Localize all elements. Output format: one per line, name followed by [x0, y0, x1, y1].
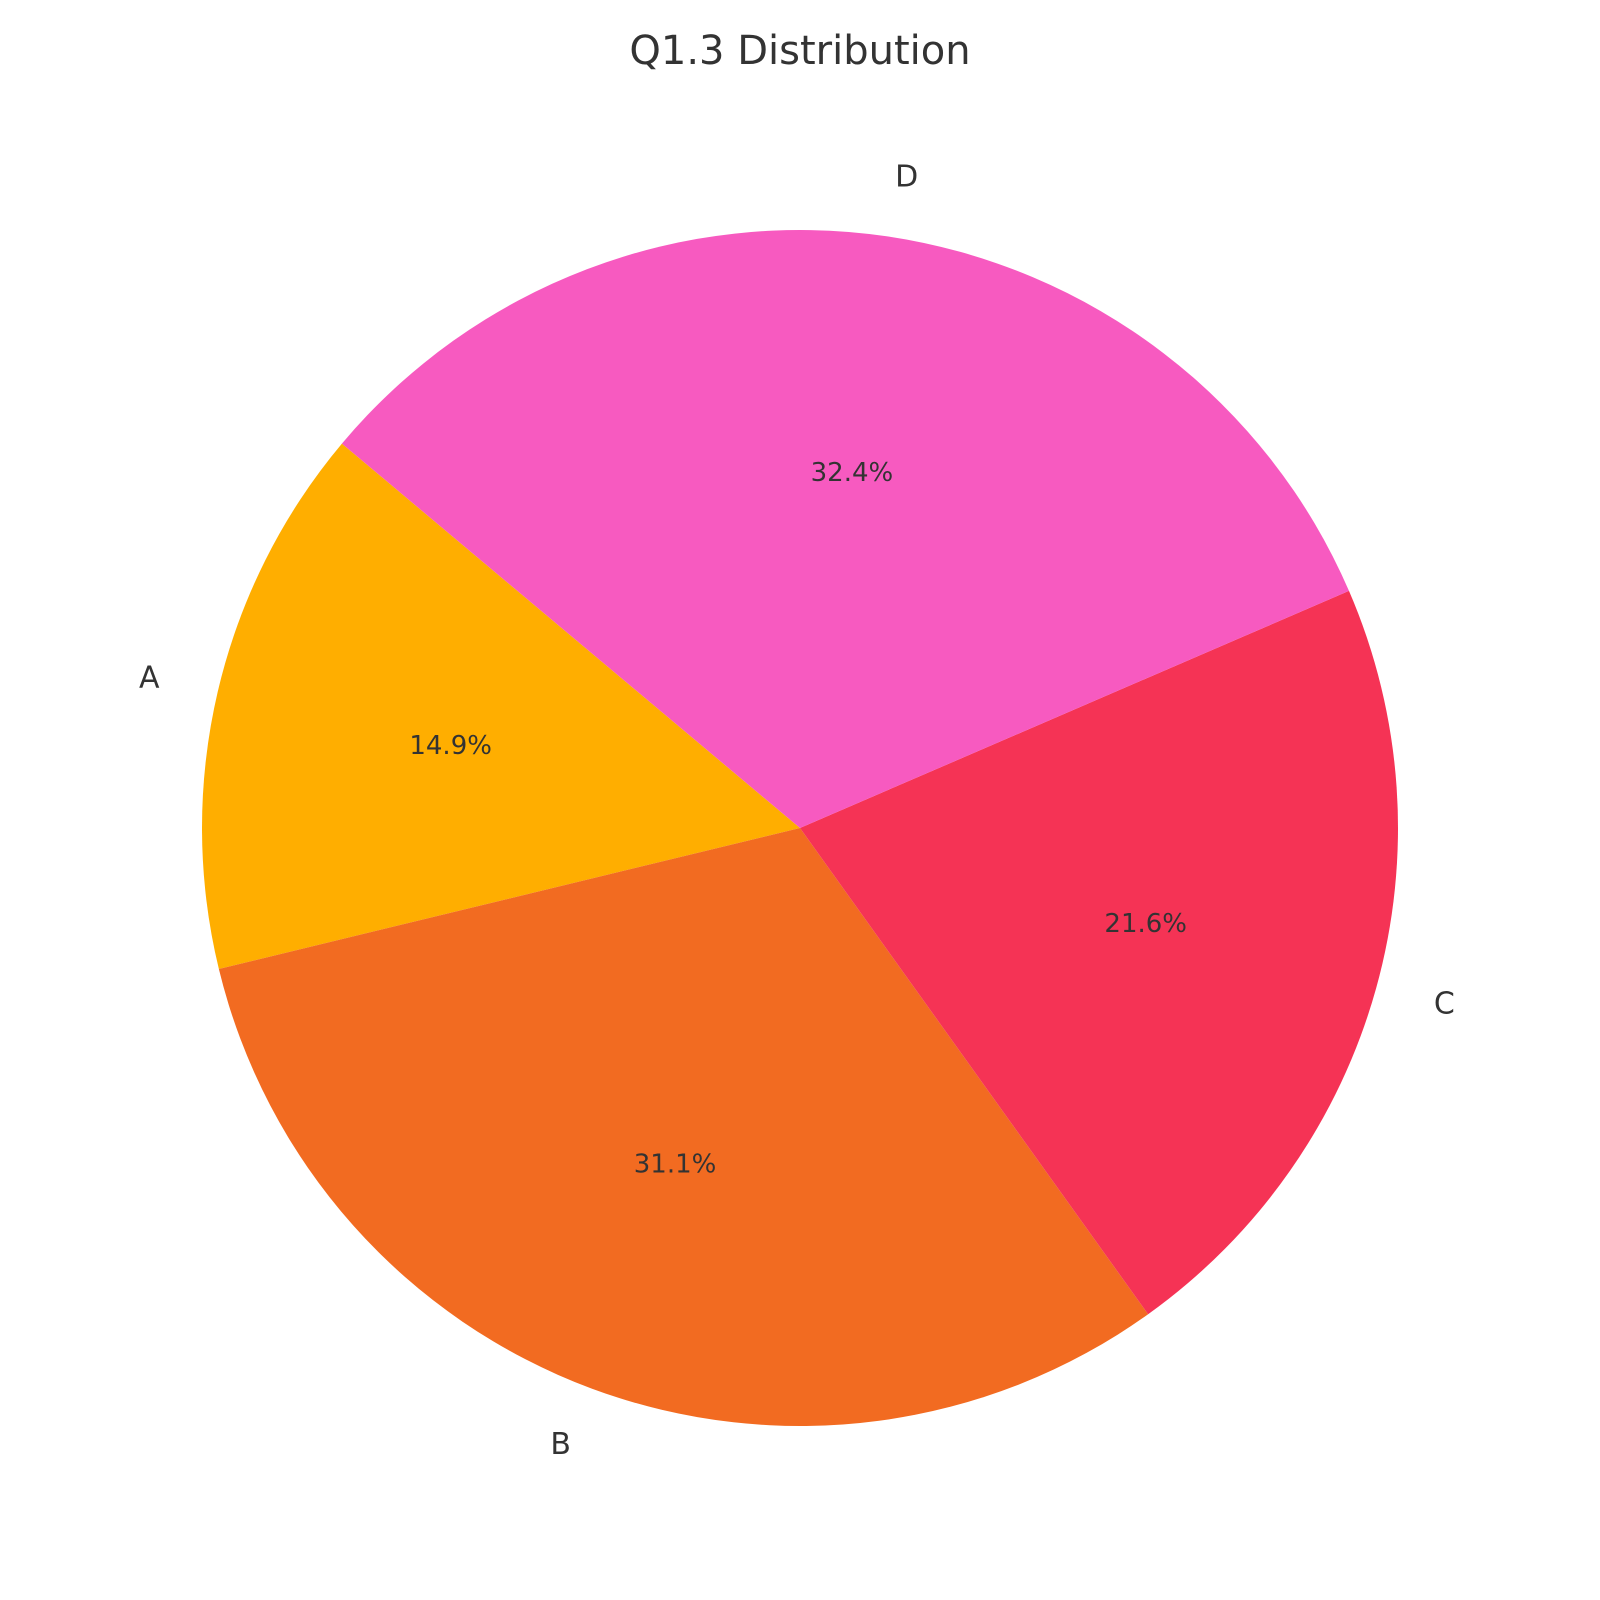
slice-label-a: A [139, 661, 160, 696]
pie-slice-d [341, 229, 1349, 828]
slice-label-b: B [550, 1427, 571, 1462]
slice-percent-c: 21.6% [1104, 909, 1187, 939]
pie-slice-b [218, 828, 1149, 1426]
chart-title: Q1.3 Distribution [629, 28, 970, 74]
slice-label-c: C [1434, 987, 1455, 1022]
pie-slices [201, 229, 1398, 1426]
pie-labels: A 14.9% B 31.1% C 21.6% D 32.4% [139, 160, 1455, 1463]
pie-slice-c [800, 590, 1398, 1315]
slice-percent-a: 14.9% [409, 731, 492, 761]
slice-percent-b: 31.1% [634, 1149, 717, 1179]
slice-percent-d: 32.4% [811, 458, 894, 488]
pie-slice-a [201, 443, 800, 970]
slice-label-d: D [895, 160, 918, 195]
